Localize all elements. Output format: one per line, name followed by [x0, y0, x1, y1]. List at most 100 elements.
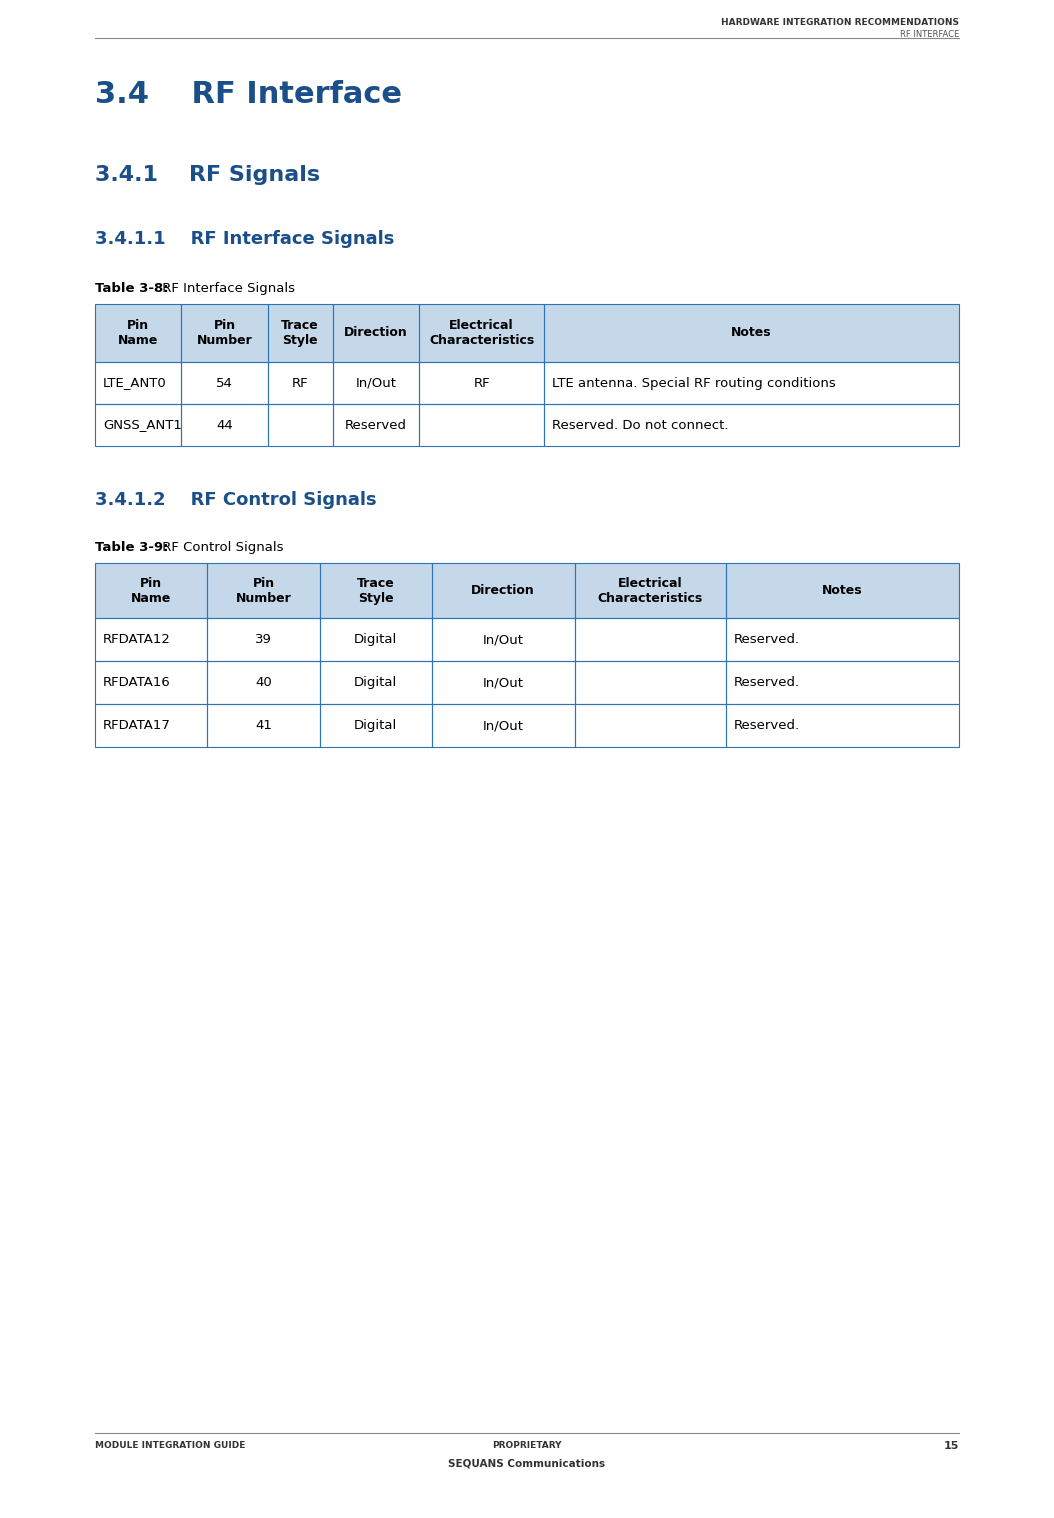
- Text: Reserved.: Reserved.: [734, 633, 800, 647]
- Text: PROPRIETARY: PROPRIETARY: [492, 1441, 562, 1450]
- Bar: [544, 304, 959, 361]
- Text: Notes: Notes: [731, 326, 772, 340]
- Bar: [208, 704, 319, 747]
- Text: Trace
Style: Trace Style: [281, 319, 319, 348]
- Bar: [208, 563, 319, 618]
- Text: 44: 44: [216, 419, 233, 431]
- Bar: [544, 404, 959, 446]
- Text: 41: 41: [255, 720, 272, 732]
- Bar: [544, 361, 959, 404]
- Bar: [208, 660, 319, 704]
- Bar: [268, 304, 333, 361]
- Text: Pin
Name: Pin Name: [131, 577, 172, 604]
- Bar: [181, 361, 268, 404]
- Bar: [419, 304, 544, 361]
- Text: GNSS_ANT1: GNSS_ANT1: [103, 419, 182, 431]
- Bar: [333, 404, 419, 446]
- Text: Reserved: Reserved: [345, 419, 407, 431]
- Text: Digital: Digital: [354, 633, 397, 647]
- Bar: [574, 660, 726, 704]
- Text: LTE antenna. Special RF routing conditions: LTE antenna. Special RF routing conditio…: [552, 376, 836, 390]
- Bar: [208, 618, 319, 660]
- Bar: [544, 304, 959, 361]
- Bar: [319, 618, 432, 660]
- Bar: [319, 563, 432, 618]
- Text: SEQUANS Communications: SEQUANS Communications: [448, 1457, 606, 1468]
- Bar: [95, 361, 181, 404]
- Text: 15: 15: [943, 1441, 959, 1451]
- Text: In/Out: In/Out: [483, 720, 524, 732]
- Bar: [432, 704, 574, 747]
- Text: 3.4.1.1    RF Interface Signals: 3.4.1.1 RF Interface Signals: [95, 231, 394, 247]
- Text: Table 3-9:: Table 3-9:: [95, 540, 169, 554]
- Bar: [268, 361, 333, 404]
- Bar: [95, 660, 208, 704]
- Bar: [419, 404, 544, 446]
- Text: Reserved. Do not connect.: Reserved. Do not connect.: [552, 419, 728, 431]
- Text: Pin
Number: Pin Number: [236, 577, 291, 604]
- Bar: [95, 304, 181, 361]
- Bar: [574, 563, 726, 618]
- Bar: [319, 660, 432, 704]
- Text: Digital: Digital: [354, 720, 397, 732]
- Text: Table 3-8:: Table 3-8:: [95, 282, 169, 294]
- Text: RF: RF: [473, 376, 490, 390]
- Bar: [268, 361, 333, 404]
- Bar: [726, 660, 959, 704]
- Text: 39: 39: [255, 633, 272, 647]
- Bar: [268, 304, 333, 361]
- Bar: [319, 704, 432, 747]
- Text: RF Interface Signals: RF Interface Signals: [158, 282, 295, 294]
- Text: LTE_ANT0: LTE_ANT0: [103, 376, 167, 390]
- Bar: [574, 618, 726, 660]
- Text: RFDATA16: RFDATA16: [103, 676, 171, 689]
- Text: MODULE INTEGRATION GUIDE: MODULE INTEGRATION GUIDE: [95, 1441, 246, 1450]
- Text: 3.4.1    RF Signals: 3.4.1 RF Signals: [95, 165, 320, 185]
- Text: In/Out: In/Out: [483, 676, 524, 689]
- Text: RF: RF: [292, 376, 309, 390]
- Bar: [95, 704, 208, 747]
- Bar: [726, 660, 959, 704]
- Bar: [333, 404, 419, 446]
- Bar: [95, 361, 181, 404]
- Bar: [208, 618, 319, 660]
- Bar: [319, 704, 432, 747]
- Bar: [574, 660, 726, 704]
- Bar: [432, 563, 574, 618]
- Bar: [95, 704, 208, 747]
- Text: RF Control Signals: RF Control Signals: [158, 540, 284, 554]
- Bar: [432, 618, 574, 660]
- Bar: [419, 404, 544, 446]
- Bar: [544, 361, 959, 404]
- Bar: [181, 304, 268, 361]
- Text: HARDWARE INTEGRATION RECOMMENDATIONS: HARDWARE INTEGRATION RECOMMENDATIONS: [721, 18, 959, 27]
- Bar: [333, 361, 419, 404]
- Bar: [95, 563, 208, 618]
- Text: Electrical
Characteristics: Electrical Characteristics: [598, 577, 703, 604]
- Bar: [181, 404, 268, 446]
- Bar: [419, 361, 544, 404]
- Bar: [95, 304, 181, 361]
- Bar: [319, 660, 432, 704]
- Bar: [181, 361, 268, 404]
- Bar: [95, 660, 208, 704]
- Text: 40: 40: [255, 676, 272, 689]
- Bar: [333, 304, 419, 361]
- Text: 3.4    RF Interface: 3.4 RF Interface: [95, 80, 402, 109]
- Bar: [726, 704, 959, 747]
- Bar: [544, 404, 959, 446]
- Bar: [268, 404, 333, 446]
- Bar: [95, 618, 208, 660]
- Bar: [726, 618, 959, 660]
- Bar: [419, 304, 544, 361]
- Bar: [432, 660, 574, 704]
- Bar: [726, 563, 959, 618]
- Text: In/Out: In/Out: [483, 633, 524, 647]
- Bar: [208, 563, 319, 618]
- Bar: [333, 304, 419, 361]
- Text: 3.4.1.2    RF Control Signals: 3.4.1.2 RF Control Signals: [95, 490, 376, 509]
- Bar: [181, 304, 268, 361]
- Bar: [208, 704, 319, 747]
- Text: Reserved.: Reserved.: [734, 676, 800, 689]
- Text: RF INTERFACE: RF INTERFACE: [900, 30, 959, 39]
